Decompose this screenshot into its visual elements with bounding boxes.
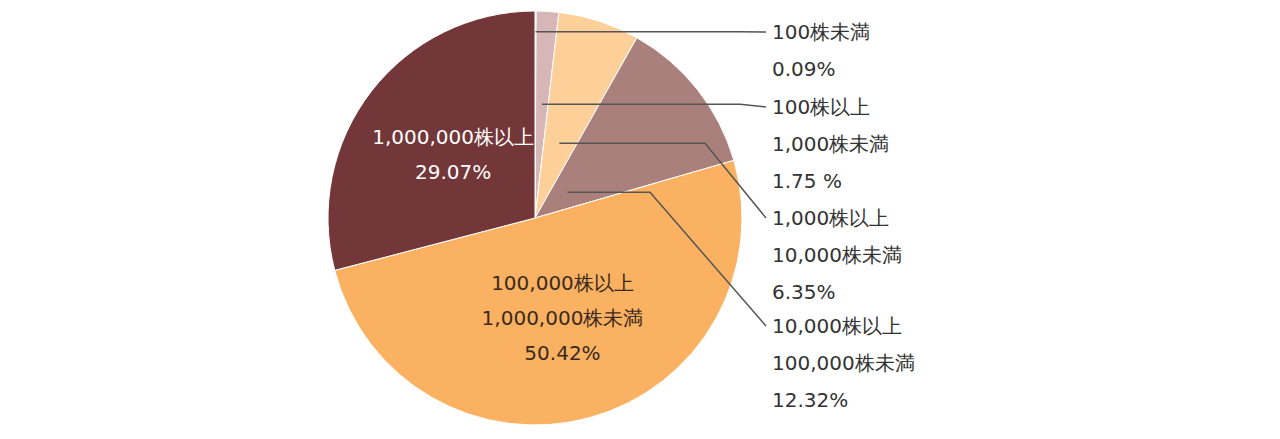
- svg-text:100,000株以上1,000,000株未満50.42%: 100,000株以上1,000,000株未満50.42%: [482, 271, 644, 365]
- svg-text:100株未満0.09%: 100株未満0.09%: [772, 20, 870, 81]
- svg-text:10,000株以上100,000株未満12.32%: 10,000株以上100,000株未満12.32%: [772, 314, 915, 412]
- svg-text:1,000株以上10,000株未満6.35%: 1,000株以上10,000株未満6.35%: [772, 206, 902, 304]
- svg-text:100株以上1,000株未満1.75 %: 100株以上1,000株未満1.75 %: [772, 95, 889, 193]
- svg-text:1,000,000株以上29.07%: 1,000,000株以上29.07%: [372, 125, 534, 184]
